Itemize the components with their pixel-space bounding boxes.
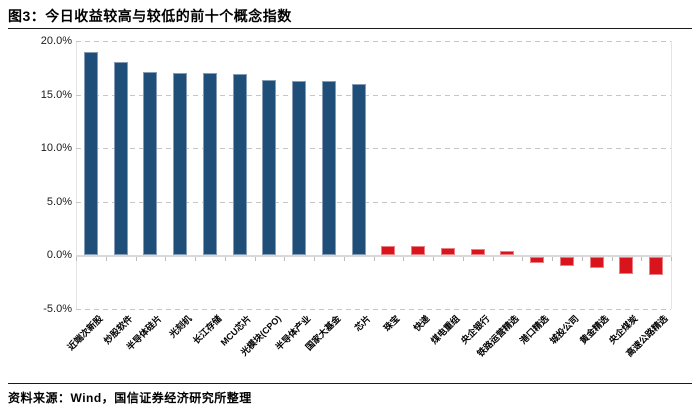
x-axis-label: 珠宝	[382, 313, 402, 334]
gridline	[76, 201, 671, 203]
axis-tick	[165, 257, 167, 261]
y-axis-label: 5.0%	[46, 195, 72, 208]
bar	[113, 62, 128, 255]
y-axis-label: 20.0%	[40, 35, 72, 47]
bar	[321, 80, 336, 255]
axis-tick	[135, 257, 137, 261]
bar	[202, 73, 217, 255]
gridline	[76, 308, 671, 310]
gridline	[76, 148, 671, 149]
bar	[559, 257, 574, 267]
bar	[232, 74, 247, 255]
gridline	[76, 41, 671, 42]
axis-tick	[224, 257, 226, 261]
bar	[470, 248, 485, 255]
bar	[649, 257, 664, 275]
axis-tick	[195, 257, 196, 261]
axis-tick	[76, 257, 77, 261]
axis-tick	[611, 257, 613, 261]
source-note: 资料来源：Wind，国信证券经济研究所整理	[8, 391, 252, 405]
axis-tick	[581, 257, 583, 261]
axis-tick	[403, 257, 405, 261]
bar	[173, 73, 188, 255]
axis-tick	[284, 257, 286, 261]
axis-tick	[552, 257, 553, 261]
axis-tick	[433, 257, 434, 261]
axis-tick	[343, 257, 345, 261]
figure-title: 图3：今日收益较高与较低的前十个概念指数	[8, 8, 292, 24]
bar	[411, 245, 426, 255]
y-axis-label: 0.0%	[46, 249, 72, 261]
x-axis-label: 煤电重组	[428, 313, 462, 346]
axis-tick	[492, 257, 494, 261]
bar	[381, 245, 396, 255]
x-axis-label: 城投公司	[547, 313, 581, 346]
bar	[351, 83, 366, 255]
x-axis-label: 黄金精选	[577, 313, 611, 346]
source-divider	[8, 383, 692, 384]
x-axis-label: 港口精选	[518, 313, 551, 346]
axis-tick	[641, 257, 643, 261]
x-axis-line	[76, 255, 671, 257]
plot-border-left	[76, 41, 77, 309]
bar	[143, 72, 158, 255]
bar	[440, 247, 455, 255]
axis-tick	[462, 257, 464, 261]
x-axis-label: 芯片	[352, 313, 373, 334]
bar	[530, 257, 545, 263]
bar	[262, 79, 277, 255]
bar	[500, 250, 515, 255]
plot-border-right	[671, 41, 672, 309]
bar	[292, 80, 307, 255]
bar	[589, 257, 604, 268]
axis-tick	[254, 257, 256, 261]
bar	[83, 51, 98, 255]
axis-tick	[671, 257, 672, 261]
x-axis-label: 近端次新股	[65, 313, 105, 353]
y-axis-label: 10.0%	[40, 142, 72, 154]
axis-tick	[373, 257, 375, 261]
x-axis-label: 快递	[411, 313, 432, 334]
axis-tick	[522, 257, 524, 261]
title-divider	[8, 28, 692, 29]
y-axis-label: 15.0%	[40, 88, 72, 101]
bar	[619, 257, 634, 275]
axis-tick	[314, 257, 315, 261]
y-axis-label: -5.0%	[43, 302, 72, 315]
axis-tick	[105, 257, 107, 261]
gridline	[76, 94, 671, 96]
